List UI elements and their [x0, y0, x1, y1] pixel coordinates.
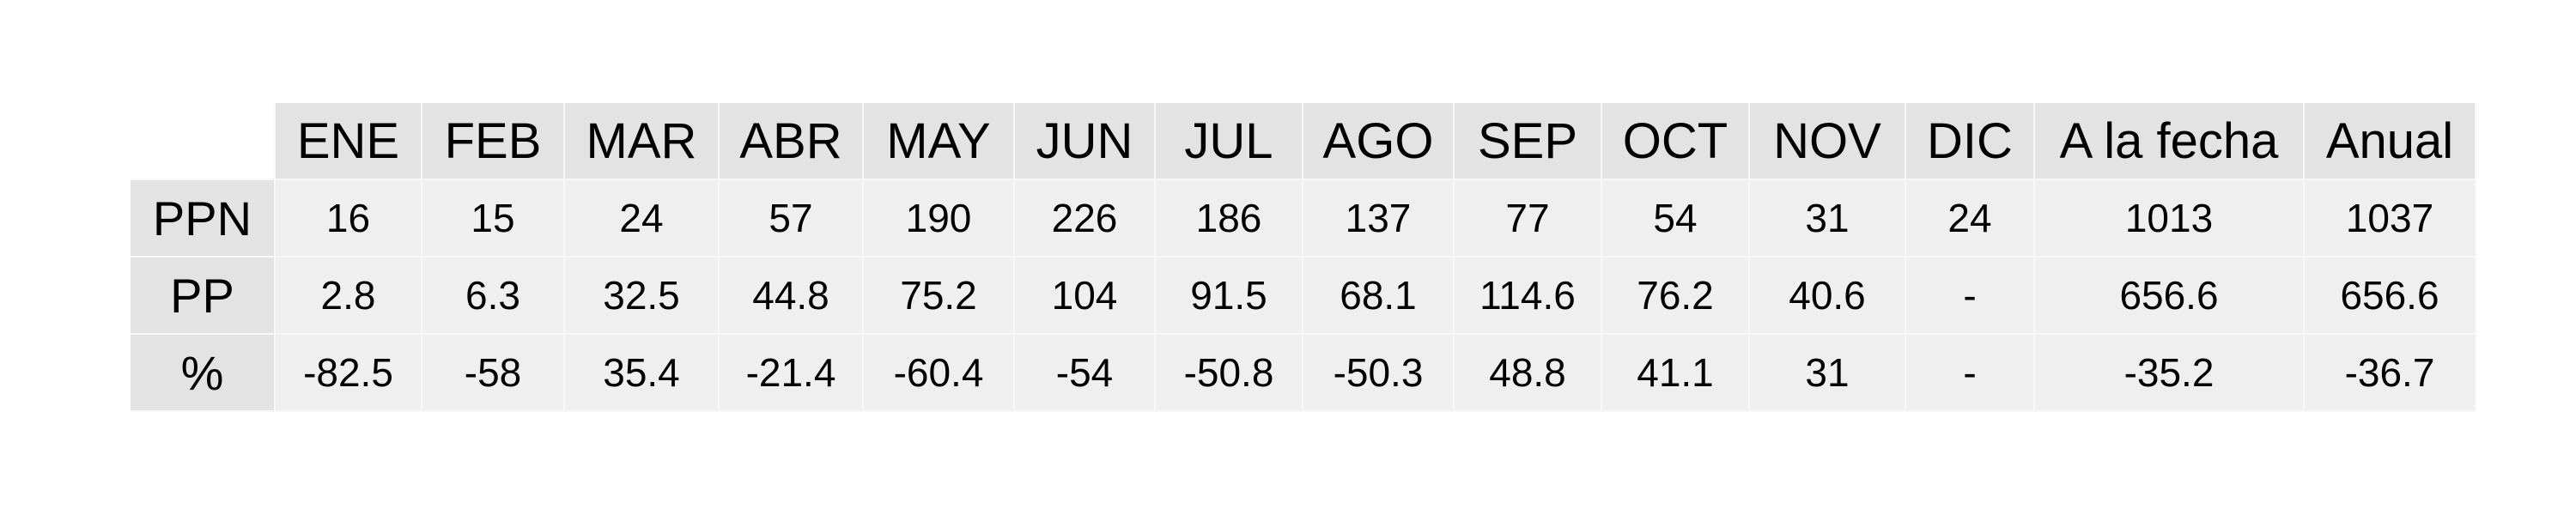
table-cell: 656.6 [2304, 257, 2476, 335]
table-cell: -21.4 [719, 334, 864, 412]
row-header: PP [131, 257, 276, 335]
precipitation-table-container: ENE FEB MAR ABR MAY JUN JUL AGO SEP OCT NOV DIC A la… [131, 103, 2476, 412]
table-cell: 137 [1303, 179, 1455, 258]
table-cell: - [1905, 334, 2035, 412]
table-cell: -60.4 [863, 334, 1015, 412]
column-header: JUN [1014, 103, 1156, 180]
row-header: PPN [131, 179, 276, 258]
table-cell: -58 [422, 334, 565, 412]
table-cell: 31 [1749, 179, 1906, 258]
table-cell: 68.1 [1303, 257, 1455, 335]
column-header: ENE [275, 103, 422, 180]
table-cell: -35.2 [2034, 334, 2305, 412]
table-body: PPN 16 15 24 57 190 226 186 137 77 54 31 24 1013 1037 P… [131, 179, 2476, 412]
table-cell: 76.2 [1601, 257, 1750, 335]
table-cell: 186 [1155, 179, 1303, 258]
column-header: NOV [1749, 103, 1906, 180]
table-cell: 104 [1014, 257, 1156, 335]
table-cell: 656.6 [2034, 257, 2305, 335]
column-header: MAY [863, 103, 1015, 180]
table-cell: -50.3 [1303, 334, 1455, 412]
column-header: Anual [2304, 103, 2476, 180]
table-cell: 6.3 [422, 257, 565, 335]
table-cell: 31 [1749, 334, 1906, 412]
table-cell: 24 [1905, 179, 2035, 258]
column-header: ABR [719, 103, 864, 180]
table-row: PP 2.8 6.3 32.5 44.8 75.2 104 91.5 68.1 114.6 76.2… [131, 257, 2476, 335]
table-cell: 48.8 [1454, 334, 1602, 412]
column-header: SEP [1454, 103, 1602, 180]
table-cell: 1013 [2034, 179, 2305, 258]
table-cell: -82.5 [275, 334, 422, 412]
table-cell: 35.4 [564, 334, 720, 412]
table-cell: -36.7 [2304, 334, 2476, 412]
table-cell: - [1905, 257, 2035, 335]
table-cell: 226 [1014, 179, 1156, 258]
table-cell: 32.5 [564, 257, 720, 335]
table-cell: 15 [422, 179, 565, 258]
table-row: PPN 16 15 24 57 190 226 186 137 77 54 31 24 1013 1037 [131, 179, 2476, 258]
table-cell: 57 [719, 179, 864, 258]
precipitation-table: ENE FEB MAR ABR MAY JUN JUL AGO SEP OCT NOV DIC A la… [131, 103, 2476, 412]
table-cell: 44.8 [719, 257, 864, 335]
column-header: OCT [1601, 103, 1750, 180]
table-row: % -82.5 -58 35.4 -21.4 -60.4 -54 -50.8 -50.3 48.8… [131, 334, 2476, 412]
column-header: MAR [564, 103, 720, 180]
row-header: % [131, 334, 276, 412]
table-cell: 190 [863, 179, 1015, 258]
table-cell: 24 [564, 179, 720, 258]
table-cell: 1037 [2304, 179, 2476, 258]
table-cell: 40.6 [1749, 257, 1906, 335]
table-cell: 54 [1601, 179, 1750, 258]
table-cell: 2.8 [275, 257, 422, 335]
table-cell: 114.6 [1454, 257, 1602, 335]
column-header: A la fecha [2034, 103, 2305, 180]
table-cell: -54 [1014, 334, 1156, 412]
table-cell: 77 [1454, 179, 1602, 258]
table-cell: 16 [275, 179, 422, 258]
table-corner-cell [131, 103, 276, 180]
table-header-row: ENE FEB MAR ABR MAY JUN JUL AGO SEP OCT NOV DIC A la… [131, 103, 2476, 180]
column-header: FEB [422, 103, 565, 180]
column-header: DIC [1905, 103, 2035, 180]
column-header: AGO [1303, 103, 1455, 180]
column-header: JUL [1155, 103, 1303, 180]
table-cell: -50.8 [1155, 334, 1303, 412]
table-cell: 41.1 [1601, 334, 1750, 412]
table-cell: 75.2 [863, 257, 1015, 335]
table-cell: 91.5 [1155, 257, 1303, 335]
